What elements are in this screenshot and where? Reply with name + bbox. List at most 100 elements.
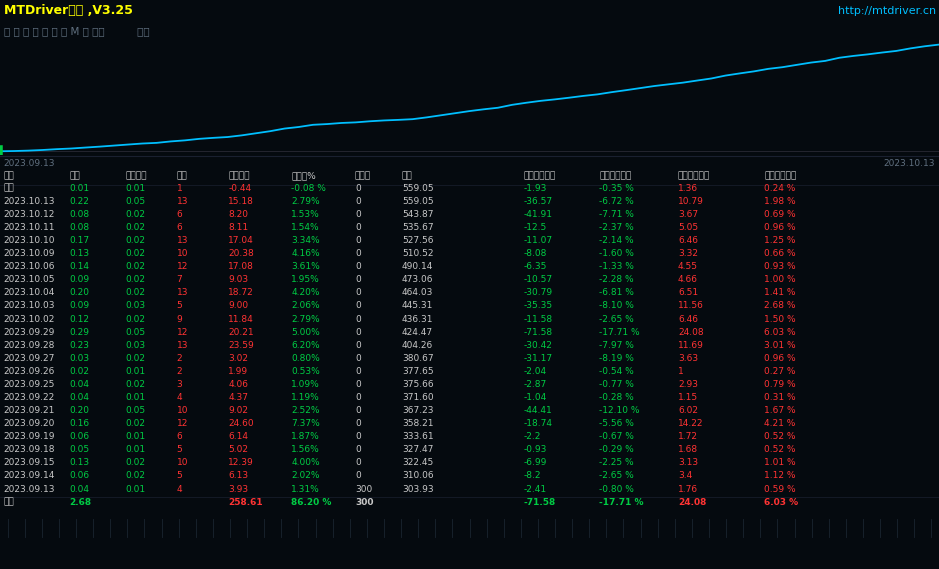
Text: 次数: 次数 [177, 171, 187, 180]
Text: 2023.09.18: 2023.09.18 [4, 446, 55, 454]
Text: 7: 7 [177, 275, 182, 284]
Text: 0: 0 [355, 419, 361, 428]
Text: 0.79 %: 0.79 % [764, 380, 796, 389]
Text: -0.77 %: -0.77 % [599, 380, 634, 389]
Text: 0.05: 0.05 [126, 197, 146, 206]
Text: -6.81 %: -6.81 % [599, 288, 634, 298]
Text: 2023.10.13: 2023.10.13 [884, 159, 935, 168]
Text: 0.93 %: 0.93 % [764, 262, 796, 271]
Text: 2023.10.04: 2023.10.04 [4, 288, 55, 298]
Text: -2.41: -2.41 [524, 484, 547, 493]
Text: 2023.09.13: 2023.09.13 [4, 159, 55, 168]
Text: 0.53%: 0.53% [291, 367, 320, 376]
Text: -0.29 %: -0.29 % [599, 446, 634, 454]
Text: -0.93: -0.93 [524, 446, 547, 454]
Text: 1.56%: 1.56% [291, 446, 320, 454]
Text: -2.37 %: -2.37 % [599, 223, 634, 232]
Text: 10: 10 [177, 459, 188, 467]
Text: 0.02: 0.02 [69, 367, 89, 376]
Text: 出入金: 出入金 [355, 171, 371, 180]
Text: 盈亏金额: 盈亏金额 [228, 171, 250, 180]
Text: 424.47: 424.47 [402, 328, 433, 337]
Text: -6.99: -6.99 [524, 459, 547, 467]
Text: 0.09: 0.09 [69, 302, 89, 311]
Text: -44.41: -44.41 [524, 406, 553, 415]
Text: 1.36: 1.36 [678, 184, 698, 193]
Text: 3.01 %: 3.01 % [764, 341, 796, 350]
Text: 3.4: 3.4 [678, 472, 692, 480]
Text: 0.02: 0.02 [126, 459, 146, 467]
Text: 6.03 %: 6.03 % [764, 328, 796, 337]
Text: 2.68 %: 2.68 % [764, 302, 796, 311]
Text: 0: 0 [355, 315, 361, 324]
Text: 15.18: 15.18 [228, 197, 254, 206]
Text: -8.19 %: -8.19 % [599, 354, 634, 362]
Text: 1.01 %: 1.01 % [764, 459, 796, 467]
Text: 0.80%: 0.80% [291, 354, 320, 362]
Text: 0: 0 [355, 262, 361, 271]
Text: 380.67: 380.67 [402, 354, 434, 362]
Text: 2023.10.11: 2023.10.11 [4, 223, 55, 232]
Text: 300: 300 [355, 484, 372, 493]
Text: 0.02: 0.02 [126, 262, 146, 271]
Text: 0.29: 0.29 [69, 328, 89, 337]
Text: -2.87: -2.87 [524, 380, 547, 389]
Text: 86.20 %: 86.20 % [291, 497, 331, 506]
Text: 4.20%: 4.20% [291, 288, 319, 298]
Text: 最大手数: 最大手数 [126, 171, 147, 180]
Text: 2023.10.02: 2023.10.02 [4, 315, 55, 324]
Text: 5: 5 [177, 446, 182, 454]
Text: 0.01: 0.01 [69, 184, 89, 193]
Text: 404.26: 404.26 [402, 341, 433, 350]
Text: 0.05: 0.05 [126, 406, 146, 415]
Text: 490.14: 490.14 [402, 262, 433, 271]
Text: 6.13: 6.13 [228, 472, 248, 480]
Text: -1.60 %: -1.60 % [599, 249, 634, 258]
Text: 1.09%: 1.09% [291, 380, 320, 389]
Text: -30.42: -30.42 [524, 341, 553, 350]
Text: 510.52: 510.52 [402, 249, 434, 258]
Text: 0.02: 0.02 [126, 210, 146, 219]
Text: 6.46: 6.46 [678, 236, 698, 245]
Text: 0.05: 0.05 [126, 328, 146, 337]
Text: 2023.09.14: 2023.09.14 [4, 472, 55, 480]
Text: -1.04: -1.04 [524, 393, 547, 402]
Text: 6: 6 [177, 432, 182, 441]
Text: 0: 0 [355, 197, 361, 206]
Text: -2.14 %: -2.14 % [599, 236, 634, 245]
Text: 4: 4 [177, 484, 182, 493]
Text: 0.23: 0.23 [69, 341, 89, 350]
Text: -31.17: -31.17 [524, 354, 553, 362]
Text: 3.34%: 3.34% [291, 236, 319, 245]
Text: 559.05: 559.05 [402, 184, 434, 193]
Text: 3.67: 3.67 [678, 210, 698, 219]
Text: 0.08: 0.08 [69, 223, 89, 232]
Text: 0: 0 [355, 354, 361, 362]
Text: 2023.10.12: 2023.10.12 [4, 210, 55, 219]
Text: 1.00 %: 1.00 % [764, 275, 796, 284]
Text: -11.58: -11.58 [524, 315, 553, 324]
Text: 8.11: 8.11 [228, 223, 248, 232]
Text: -0.80 %: -0.80 % [599, 484, 634, 493]
Text: -0.54 %: -0.54 % [599, 367, 634, 376]
Text: 2023.09.20: 2023.09.20 [4, 419, 55, 428]
Text: 367.23: 367.23 [402, 406, 434, 415]
Text: 2023.10.09: 2023.10.09 [4, 249, 55, 258]
Text: 0.02: 0.02 [126, 249, 146, 258]
Text: -1.93: -1.93 [524, 184, 547, 193]
Text: 0.03: 0.03 [126, 302, 146, 311]
Text: 最大浮盈金额: 最大浮盈金额 [678, 171, 710, 180]
Text: 0.02: 0.02 [126, 419, 146, 428]
Text: 6.51: 6.51 [678, 288, 698, 298]
Text: 2023.10.05: 2023.10.05 [4, 275, 55, 284]
Text: 合计: 合计 [4, 497, 14, 506]
Text: 527.56: 527.56 [402, 236, 434, 245]
Text: 300: 300 [355, 497, 374, 506]
Text: 0: 0 [355, 249, 361, 258]
Text: 0.27 %: 0.27 % [764, 367, 796, 376]
Text: 综 日 周 月 季 年 币 M 备 账户          路径: 综 日 周 月 季 年 币 M 备 账户 路径 [4, 26, 149, 36]
Text: 0.20: 0.20 [69, 406, 89, 415]
Text: 9: 9 [177, 315, 182, 324]
Text: 2.79%: 2.79% [291, 197, 319, 206]
Text: 0: 0 [355, 472, 361, 480]
